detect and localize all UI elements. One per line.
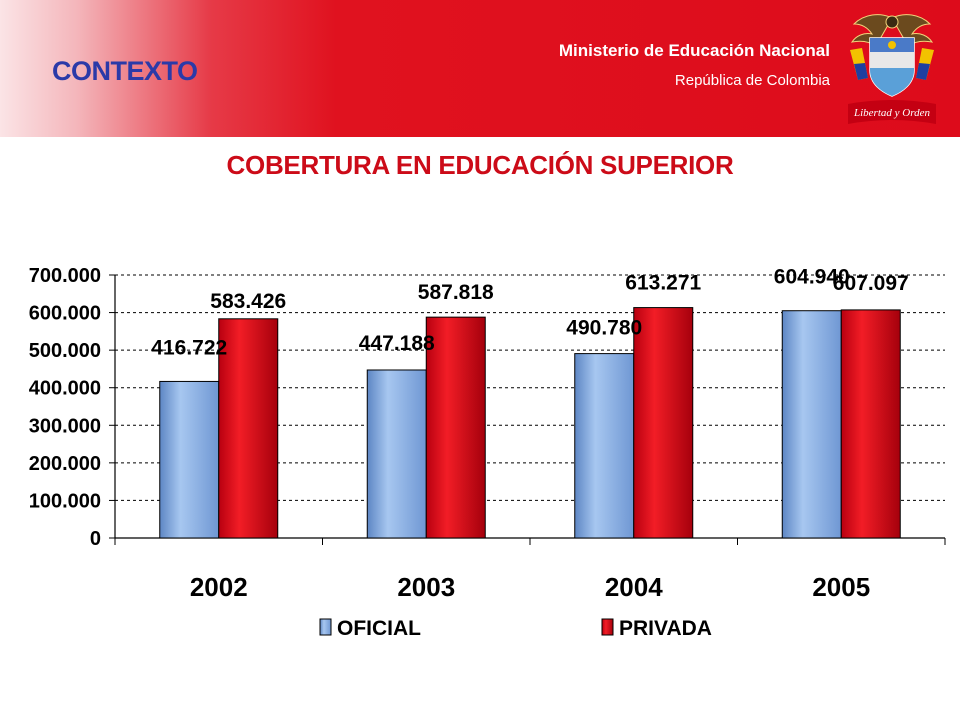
coat-of-arms-logo: Libertad y Orden bbox=[848, 14, 936, 124]
bar-privada-2004 bbox=[633, 307, 694, 539]
legend-swatch-oficial bbox=[319, 618, 332, 636]
x-category-label: 2004 bbox=[605, 572, 663, 602]
legend-label-privada: PRIVADA bbox=[619, 617, 712, 640]
svg-text:Libertad y Orden: Libertad y Orden bbox=[853, 107, 930, 119]
legend-swatch-privada bbox=[601, 618, 614, 636]
x-category-label: 2003 bbox=[397, 572, 455, 602]
data-label: 613.271 bbox=[625, 272, 701, 295]
bar-oficial-2004 bbox=[574, 353, 635, 539]
bar-oficial-2005 bbox=[781, 310, 842, 539]
bar-privada-2002 bbox=[218, 318, 279, 539]
data-label: 447.188 bbox=[359, 332, 435, 355]
y-tick-label: 200.000 bbox=[29, 453, 101, 475]
y-tick-label: 400.000 bbox=[29, 378, 101, 400]
data-label: 604.940 bbox=[774, 266, 850, 289]
y-tick-label: 0 bbox=[90, 528, 101, 550]
data-label: 607.097 bbox=[833, 272, 909, 295]
y-tick-label: 600.000 bbox=[29, 303, 101, 325]
bar-privada-2005 bbox=[840, 309, 901, 539]
header-band bbox=[0, 0, 960, 137]
data-label: 416.722 bbox=[151, 336, 227, 359]
y-tick-label: 100.000 bbox=[29, 490, 101, 512]
y-tick-label: 300.000 bbox=[29, 415, 101, 437]
chart-title: COBERTURA EN EDUCACIÓN SUPERIOR bbox=[226, 150, 734, 180]
data-label: 490.780 bbox=[566, 317, 642, 340]
legend-label-oficial: OFICIAL bbox=[337, 617, 421, 640]
x-category-label: 2002 bbox=[190, 572, 248, 602]
country-name: República de Colombia bbox=[674, 72, 830, 89]
data-label: 583.426 bbox=[210, 290, 286, 313]
y-tick-label: 700.000 bbox=[29, 265, 101, 287]
data-label: 587.818 bbox=[418, 281, 494, 304]
bar-oficial-2002 bbox=[159, 380, 220, 539]
section-title: CONTEXTO bbox=[52, 56, 198, 86]
bar-oficial-2003 bbox=[366, 369, 427, 539]
bar-privada-2003 bbox=[425, 316, 486, 539]
ministry-name: Ministerio de Educación Nacional bbox=[558, 41, 830, 60]
x-category-label: 2005 bbox=[812, 572, 870, 602]
y-tick-label: 500.000 bbox=[29, 340, 101, 362]
